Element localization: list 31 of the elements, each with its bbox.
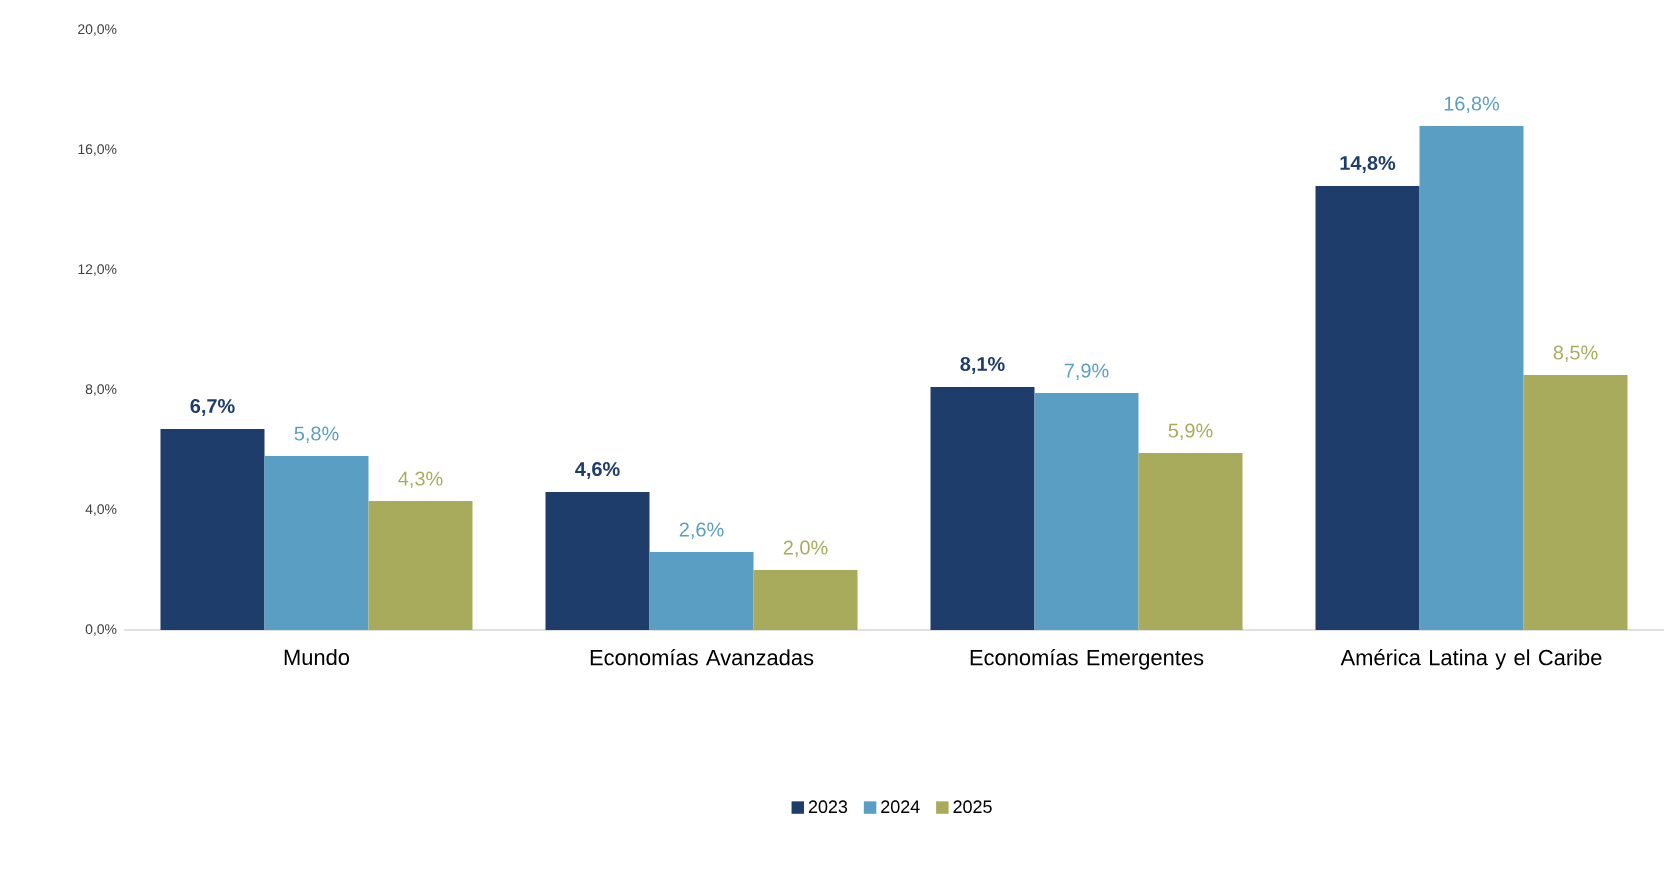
x-tick-label: América Latina y el Caribe xyxy=(1340,649,1602,670)
bar xyxy=(1138,453,1243,630)
data-label: 5,8% xyxy=(294,426,339,443)
legend-label: 2025 xyxy=(953,800,992,814)
data-label: 14,8% xyxy=(1340,155,1396,173)
data-label: 8,1% xyxy=(960,356,1005,374)
data-label: 2,0% xyxy=(783,540,828,557)
data-label: 16,8% xyxy=(1444,96,1500,113)
bar xyxy=(1523,375,1628,630)
data-label: 2,6% xyxy=(679,522,724,539)
x-tick-label: Mundo xyxy=(284,649,350,666)
x-tick-label: Economías Avanzadas xyxy=(590,649,814,666)
bar xyxy=(1034,393,1139,630)
data-label: 4,6% xyxy=(575,461,620,479)
bar xyxy=(264,456,369,630)
data-label: 5,9% xyxy=(1168,423,1213,440)
legend-label: 2024 xyxy=(881,800,920,814)
data-label: 7,9% xyxy=(1064,363,1109,380)
legend-label: 2023 xyxy=(808,800,848,814)
x-tick-label: Economías Emergentes xyxy=(970,649,1204,670)
data-label: 4,3% xyxy=(398,471,443,488)
data-label: 8,5% xyxy=(1553,345,1598,362)
bar xyxy=(649,552,754,630)
bar xyxy=(753,570,858,630)
bar xyxy=(545,492,650,630)
bar xyxy=(160,429,265,630)
bar xyxy=(1419,126,1524,630)
data-label: 6,7% xyxy=(190,398,235,416)
bar xyxy=(368,501,473,630)
bar xyxy=(930,387,1035,630)
bar xyxy=(1315,186,1420,630)
